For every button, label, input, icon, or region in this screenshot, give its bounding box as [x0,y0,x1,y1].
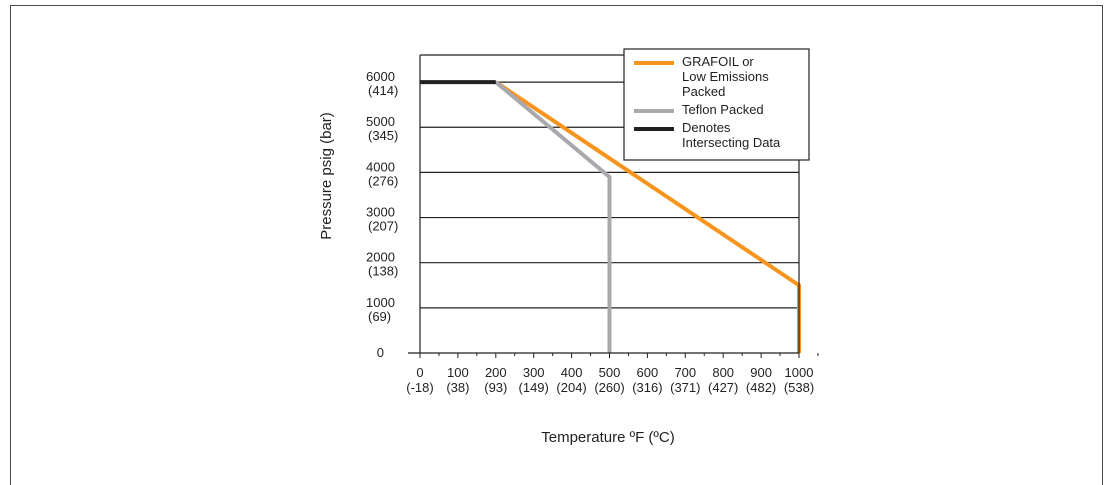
x-tick-sublabel: (538) [784,380,814,395]
legend-label: Teflon Packed [682,102,764,117]
x-tick-sublabel: (38) [446,380,469,395]
y-tick-sublabel: (138) [368,264,398,279]
y-tick-sublabel: (414) [368,83,398,98]
y-axis-title: Pressure psig (bar) [318,112,335,240]
x-tick-sublabel: (482) [746,380,776,395]
x-tick-sublabel: (260) [594,380,624,395]
x-tick-label: 800 [712,365,734,380]
x-tick-label: 0 [416,365,423,380]
y-tick-sublabel: (69) [368,309,391,324]
x-tick-label: 200 [485,365,507,380]
tick-labels: 0(-18)100(38)200(93)300(149)400(204)500(… [366,69,814,395]
x-tick-label: 500 [599,365,621,380]
x-tick-label: 600 [637,365,659,380]
series-line-2 [494,80,612,353]
x-tick-sublabel: (316) [632,380,662,395]
y-tick-sublabel: (207) [368,219,398,234]
x-tick-sublabel: (427) [708,380,738,395]
y-tick-label: 5000 [366,114,395,129]
y-tick-label: 4000 [366,159,395,174]
y-tick-label: 6000 [366,69,395,84]
y-tick-label: 1000 [366,295,395,310]
x-tick-label: 400 [561,365,583,380]
figure-frame [10,5,1103,485]
y-tick-label: 3000 [366,205,395,220]
x-tick-label: 300 [523,365,545,380]
legend-box [623,48,810,161]
y-tick-sublabel: (276) [368,173,398,188]
legend-label: Low Emissions [682,69,769,84]
x-tick-sublabel: (149) [519,380,549,395]
x-axis-title: Temperature ºF (ºC) [541,429,674,446]
x-tick-sublabel: (204) [556,380,586,395]
x-tick-label: 700 [674,365,696,380]
y-tick-label: 0 [377,345,384,360]
x-tick-sublabel: (93) [484,380,507,395]
x-tick-sublabel: (-18) [406,380,433,395]
legend-label: Denotes [682,120,731,135]
legend-label: Packed [682,84,725,99]
x-tick-label: 100 [447,365,469,380]
y-tick-sublabel: (345) [368,128,398,143]
legend-label: Intersecting Data [682,135,781,150]
x-tick-label: 900 [750,365,772,380]
x-tick-label: 1000 [785,365,814,380]
legend-label: GRAFOIL or [682,54,754,69]
x-tick-sublabel: (371) [670,380,700,395]
y-tick-label: 2000 [366,250,395,265]
